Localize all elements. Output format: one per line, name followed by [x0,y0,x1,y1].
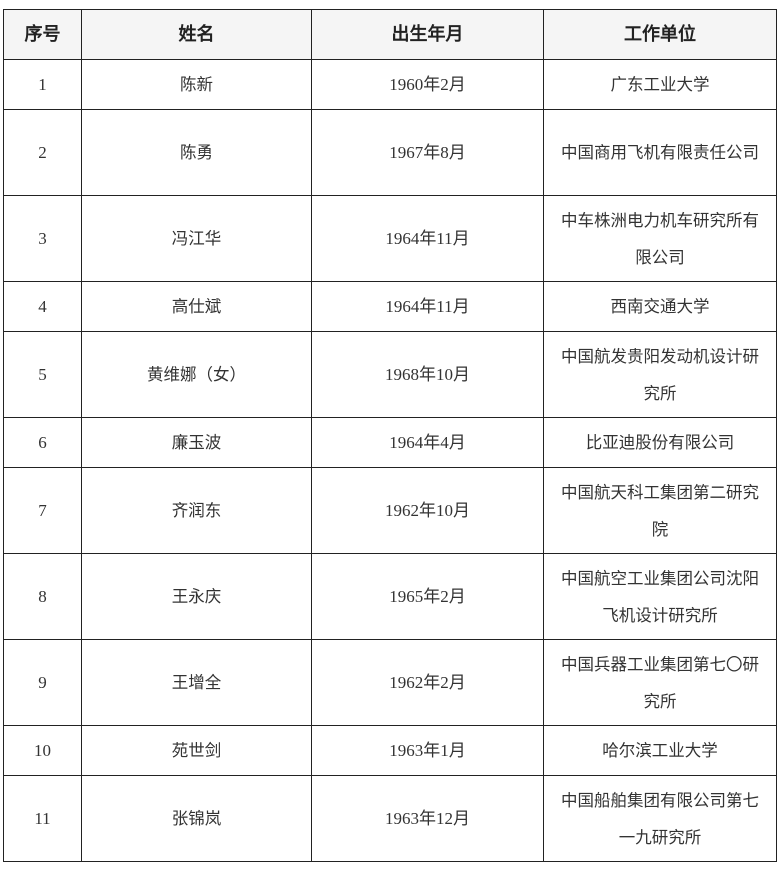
cell-unit: 中国兵器工业集团第七〇研究所 [543,639,777,726]
cell-name: 陈勇 [81,109,312,196]
header-row: 序号 姓名 出生年月 工作单位 [3,9,777,60]
cell-unit: 广东工业大学 [543,59,777,110]
cell-birth: 1964年11月 [311,281,544,332]
cell-birth: 1962年10月 [311,467,544,554]
table-row: 11 张锦岚 1963年12月 中国船舶集团有限公司第七一九研究所 [3,775,777,862]
table-row: 4 高仕斌 1964年11月 西南交通大学 [3,281,777,332]
cell-unit: 哈尔滨工业大学 [543,725,777,776]
cell-no: 11 [3,775,82,862]
table-row: 1 陈新 1960年2月 广东工业大学 [3,59,777,110]
cell-name: 王永庆 [81,553,312,640]
cell-birth: 1963年12月 [311,775,544,862]
table-row: 2 陈勇 1967年8月 中国商用飞机有限责任公司 [3,109,777,196]
cell-birth: 1964年11月 [311,195,544,282]
table-row: 5 黄维娜（女） 1968年10月 中国航发贵阳发动机设计研究所 [3,331,777,418]
table-row: 8 王永庆 1965年2月 中国航空工业集团公司沈阳飞机设计研究所 [3,553,777,640]
cell-no: 8 [3,553,82,640]
cell-birth: 1960年2月 [311,59,544,110]
cell-unit: 中国航发贵阳发动机设计研究所 [543,331,777,418]
cell-name: 齐润东 [81,467,312,554]
cell-name: 苑世剑 [81,725,312,776]
table-row: 7 齐润东 1962年10月 中国航天科工集团第二研究院 [3,467,777,554]
cell-no: 7 [3,467,82,554]
cell-birth: 1967年8月 [311,109,544,196]
cell-unit: 比亚迪股份有限公司 [543,417,777,468]
cell-unit: 西南交通大学 [543,281,777,332]
cell-unit: 中国航空工业集团公司沈阳飞机设计研究所 [543,553,777,640]
cell-name: 高仕斌 [81,281,312,332]
cell-name: 张锦岚 [81,775,312,862]
cell-name: 王增全 [81,639,312,726]
cell-birth: 1968年10月 [311,331,544,418]
cell-unit: 中国船舶集团有限公司第七一九研究所 [543,775,777,862]
cell-unit: 中国商用飞机有限责任公司 [543,109,777,196]
cell-birth: 1963年1月 [311,725,544,776]
academician-table: 序号 姓名 出生年月 工作单位 1 陈新 1960年2月 广东工业大学 2 陈勇 1967年… [3,9,777,862]
cell-no: 1 [3,59,82,110]
cell-no: 10 [3,725,82,776]
cell-name: 廉玉波 [81,417,312,468]
cell-no: 4 [3,281,82,332]
header-no: 序号 [3,9,82,60]
cell-no: 2 [3,109,82,196]
table-row: 6 廉玉波 1964年4月 比亚迪股份有限公司 [3,417,777,468]
cell-no: 9 [3,639,82,726]
cell-name: 黄维娜（女） [81,331,312,418]
cell-birth: 1965年2月 [311,553,544,640]
cell-birth: 1964年4月 [311,417,544,468]
cell-no: 6 [3,417,82,468]
header-unit: 工作单位 [543,9,777,60]
table-row: 10 苑世剑 1963年1月 哈尔滨工业大学 [3,725,777,776]
cell-unit: 中车株洲电力机车研究所有限公司 [543,195,777,282]
cell-name: 陈新 [81,59,312,110]
table-row: 3 冯江华 1964年11月 中车株洲电力机车研究所有限公司 [3,195,777,282]
cell-no: 5 [3,331,82,418]
cell-unit: 中国航天科工集团第二研究院 [543,467,777,554]
cell-no: 3 [3,195,82,282]
cell-name: 冯江华 [81,195,312,282]
cell-birth: 1962年2月 [311,639,544,726]
header-name: 姓名 [81,9,312,60]
header-birth: 出生年月 [311,9,544,60]
table-row: 9 王增全 1962年2月 中国兵器工业集团第七〇研究所 [3,639,777,726]
